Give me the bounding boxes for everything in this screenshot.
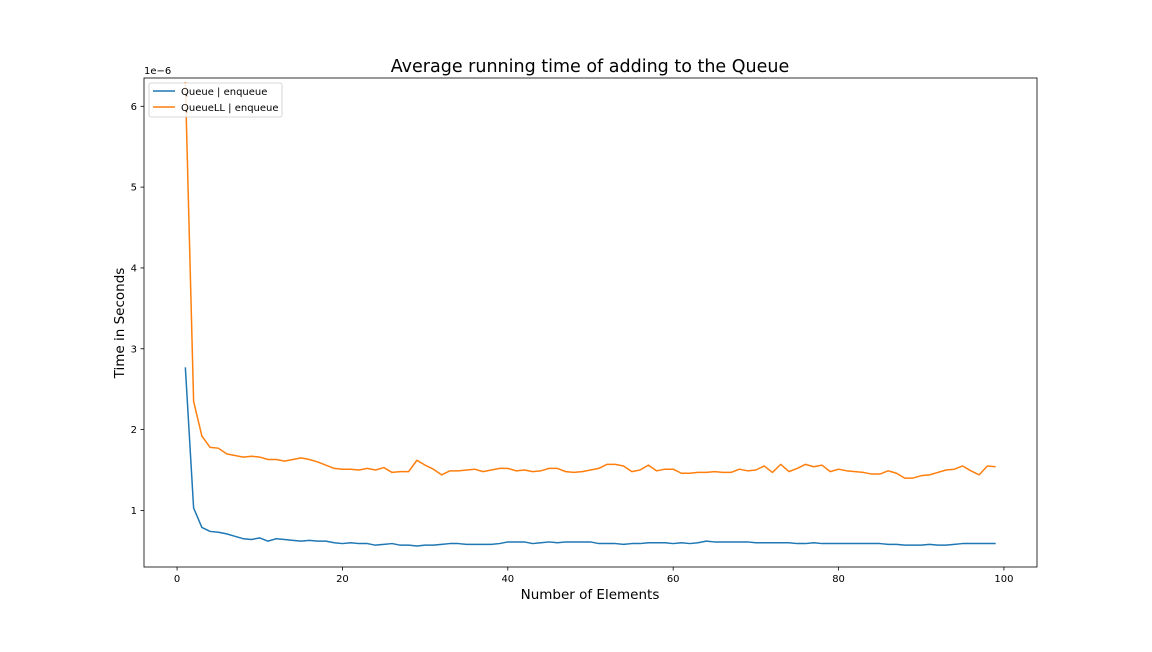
y-tick-label: 6	[131, 102, 137, 113]
y-axis-label: Time in Seconds	[112, 268, 128, 380]
plot-area: 0 20 40 60 80 100 1 2 3 4 5 6	[131, 77, 1038, 585]
y-axis-scale-label: 1e−6	[144, 66, 171, 77]
x-axis: 0 20 40 60 80 100	[174, 567, 1013, 585]
y-tick-label: 5	[131, 183, 137, 194]
series-line-queue	[184, 367, 996, 547]
series-layer	[184, 82, 996, 547]
legend-label-queue: Queue | enqueue	[181, 87, 267, 98]
x-tick-label: 40	[501, 574, 514, 585]
y-tick-label: 4	[131, 263, 137, 274]
x-tick-label: 100	[994, 574, 1013, 585]
legend-label-queuell: QueueLL | enqueue	[181, 103, 279, 114]
y-tick-label: 2	[131, 425, 137, 436]
y-axis: 1 2 3 4 5 6	[131, 102, 144, 517]
x-tick-label: 0	[174, 574, 180, 585]
series-line-queuell	[184, 82, 996, 479]
chart-title: Average running time of adding to the Qu…	[391, 57, 790, 77]
x-tick-label: 60	[667, 574, 680, 585]
legend-item-queue: Queue | enqueue	[153, 87, 267, 98]
x-axis-label: Number of Elements	[521, 587, 660, 603]
y-tick-label: 3	[131, 344, 137, 355]
y-tick-label: 1	[131, 506, 137, 517]
x-tick-label: 20	[336, 574, 349, 585]
legend: Queue | enqueue QueueLL | enqueue	[148, 82, 283, 118]
plot-frame	[143, 77, 1038, 568]
x-tick-label: 80	[832, 574, 845, 585]
legend-box	[148, 82, 283, 118]
legend-item-queuell: QueueLL | enqueue	[153, 103, 279, 114]
